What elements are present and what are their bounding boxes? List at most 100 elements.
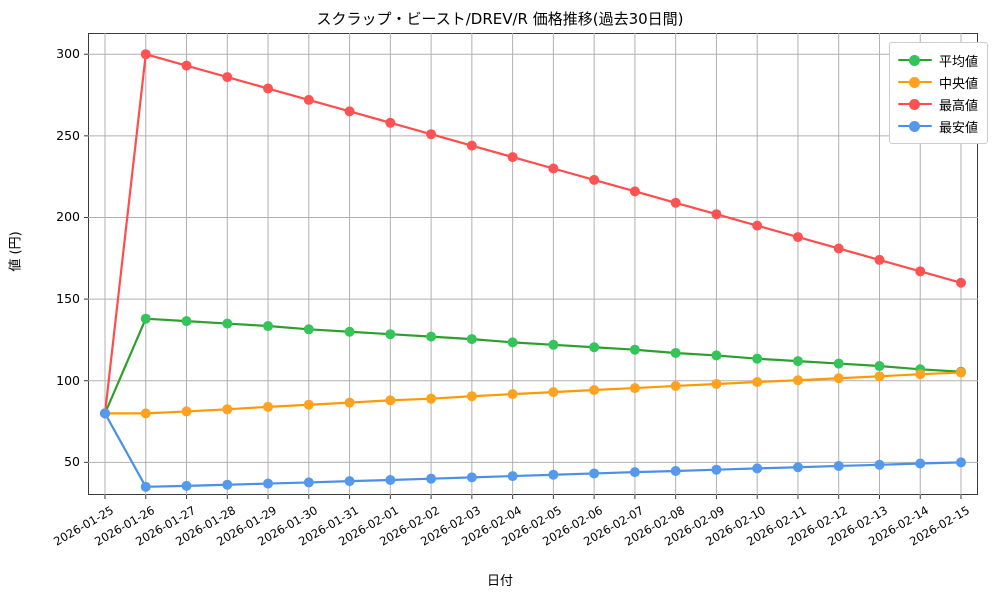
legend-label: 最高値	[938, 98, 978, 114]
series-data-point	[833, 460, 844, 471]
series-data-point	[303, 324, 314, 335]
y-tick-label: 200	[56, 209, 80, 225]
series-data-point	[833, 373, 844, 384]
legend-label: 平均値	[938, 54, 978, 70]
series-data-point	[263, 321, 274, 332]
y-tick-label: 250	[56, 127, 80, 143]
series-data-point	[140, 481, 151, 492]
series-data-point	[426, 129, 437, 140]
legend-item-4[interactable]: 最安値	[897, 115, 978, 137]
chart-legend[interactable]: 平均値中央値最高値最安値	[888, 42, 988, 144]
series-data-point	[222, 479, 233, 490]
y-tick-label: 150	[56, 291, 80, 307]
series-data-point	[629, 344, 640, 355]
y-tick-label: 100	[56, 372, 80, 388]
series-data-point	[181, 406, 192, 417]
series-data-point	[466, 391, 477, 402]
series-data-point	[752, 220, 763, 231]
series-data-point	[303, 477, 314, 488]
series-data-point	[507, 337, 518, 348]
series-data-point	[303, 94, 314, 105]
series-data-point	[466, 140, 477, 151]
y-tick-label: 300	[56, 46, 80, 62]
series-data-point	[792, 375, 803, 386]
series-data-point	[670, 466, 681, 477]
series-data-point	[956, 457, 966, 468]
series-data-point	[140, 408, 151, 419]
legend-swatch-icon	[897, 97, 932, 111]
series-data-point	[181, 480, 192, 491]
series-data-point	[100, 408, 110, 419]
series-data-point	[752, 377, 763, 388]
series-data-point	[915, 458, 926, 469]
x-axis-title: 日付	[486, 574, 513, 589]
series-layer	[100, 49, 966, 492]
series-data-point	[466, 334, 477, 345]
series-data-point	[507, 471, 518, 482]
legend-item-2[interactable]: 中央値	[897, 71, 978, 93]
gridlines	[88, 33, 978, 495]
series-data-point	[792, 356, 803, 367]
series-data-point	[181, 60, 192, 71]
series-data-point	[426, 393, 437, 404]
series-data-point	[629, 383, 640, 394]
series-data-point	[792, 462, 803, 473]
plot-area	[88, 33, 978, 495]
series-data-point	[711, 378, 722, 389]
legend-item-1[interactable]: 平均値	[897, 49, 978, 71]
series-data-point	[385, 329, 396, 340]
y-tick-label: 50	[64, 454, 80, 470]
series-data-point	[792, 232, 803, 243]
series-data-point	[263, 83, 274, 94]
series-data-point	[874, 371, 885, 382]
legend-swatch-icon	[897, 75, 932, 89]
series-data-point	[874, 459, 885, 470]
series-data-point	[222, 72, 233, 83]
series-data-point	[589, 342, 600, 353]
series-data-point	[140, 313, 151, 324]
series-data-point	[752, 463, 763, 474]
series-data-point	[426, 331, 437, 342]
legend-label: 最安値	[938, 120, 978, 136]
series-data-point	[874, 361, 885, 372]
legend-item-3[interactable]: 最高値	[897, 93, 978, 115]
series-data-point	[915, 369, 926, 380]
series-data-point	[385, 117, 396, 128]
series-line	[103, 371, 963, 415]
series-data-point	[752, 353, 763, 364]
series-data-point	[507, 389, 518, 400]
series-data-point	[670, 380, 681, 391]
series-line	[103, 317, 963, 415]
series-data-point	[344, 476, 355, 487]
series-data-point	[548, 163, 559, 174]
series-data-point	[589, 174, 600, 185]
series-data-point	[833, 358, 844, 369]
series-data-point	[711, 464, 722, 475]
series-data-point	[711, 209, 722, 220]
legend-swatch-icon	[897, 119, 932, 133]
series-data-point	[548, 387, 559, 398]
series-data-point	[344, 326, 355, 337]
series-data-point	[956, 277, 966, 288]
chart-title: スクラップ・ビースト/DREV/R 価格推移(過去30日間)	[316, 10, 684, 28]
series-data-point	[385, 395, 396, 406]
series-data-point	[548, 469, 559, 480]
series-data-point	[589, 468, 600, 479]
series-data-point	[222, 318, 233, 329]
series-data-point	[466, 472, 477, 483]
series-data-point	[874, 254, 885, 265]
series-data-point	[303, 399, 314, 410]
series-data-point	[915, 266, 926, 277]
series-data-point	[385, 474, 396, 485]
series-data-point	[222, 404, 233, 415]
series-data-point	[344, 397, 355, 408]
series-data-point	[548, 339, 559, 350]
series-data-point	[140, 49, 151, 60]
series-data-point	[263, 401, 274, 412]
series-data-point	[629, 186, 640, 197]
legend-label: 中央値	[938, 76, 978, 92]
axis-tick-marks	[84, 53, 962, 499]
series-data-point	[670, 197, 681, 208]
